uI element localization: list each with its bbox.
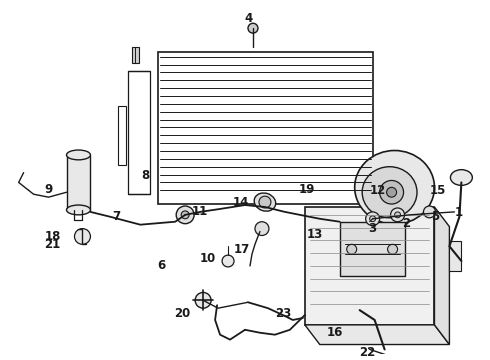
Circle shape	[255, 222, 269, 235]
Ellipse shape	[67, 205, 91, 215]
Text: 16: 16	[326, 326, 343, 339]
Bar	[67, 155, 91, 210]
Ellipse shape	[362, 167, 417, 218]
Text: 3: 3	[368, 222, 377, 235]
Ellipse shape	[450, 170, 472, 185]
Text: 13: 13	[307, 228, 323, 241]
Bar	[119, 106, 126, 165]
Text: 15: 15	[429, 184, 445, 197]
Ellipse shape	[254, 193, 276, 211]
Bar	[132, 47, 139, 63]
Text: 7: 7	[112, 210, 121, 223]
Polygon shape	[435, 207, 449, 345]
Text: 9: 9	[45, 183, 53, 196]
Text: 12: 12	[369, 184, 386, 197]
Circle shape	[259, 196, 271, 208]
Ellipse shape	[67, 150, 91, 160]
Circle shape	[181, 211, 189, 219]
Bar	[158, 52, 372, 204]
Bar	[305, 207, 435, 325]
Text: 2: 2	[402, 217, 411, 230]
Circle shape	[248, 23, 258, 33]
Text: 14: 14	[233, 195, 249, 208]
Text: 20: 20	[174, 307, 190, 320]
Circle shape	[423, 206, 436, 218]
Ellipse shape	[355, 150, 435, 224]
Text: 18: 18	[45, 230, 61, 243]
Circle shape	[366, 212, 380, 226]
Text: 1: 1	[454, 206, 463, 219]
Polygon shape	[305, 325, 449, 345]
Text: 22: 22	[360, 346, 376, 359]
Circle shape	[380, 180, 404, 204]
Circle shape	[74, 229, 91, 244]
Text: 21: 21	[45, 238, 61, 251]
Bar	[449, 241, 462, 271]
Text: 6: 6	[157, 260, 165, 273]
Text: 17: 17	[234, 243, 250, 256]
Text: 11: 11	[192, 206, 208, 219]
Circle shape	[222, 255, 234, 267]
Circle shape	[195, 292, 211, 308]
Bar	[340, 222, 405, 276]
Circle shape	[387, 187, 396, 197]
Circle shape	[176, 206, 194, 224]
Text: 5: 5	[431, 210, 440, 223]
Text: 10: 10	[200, 252, 216, 265]
Circle shape	[369, 216, 376, 222]
Text: 23: 23	[275, 307, 291, 320]
Circle shape	[347, 244, 357, 254]
Text: 19: 19	[298, 183, 315, 196]
Text: 8: 8	[141, 169, 149, 182]
Text: 4: 4	[245, 12, 253, 25]
Bar	[128, 71, 150, 194]
Circle shape	[388, 244, 397, 254]
Circle shape	[394, 212, 400, 218]
Circle shape	[391, 208, 405, 222]
